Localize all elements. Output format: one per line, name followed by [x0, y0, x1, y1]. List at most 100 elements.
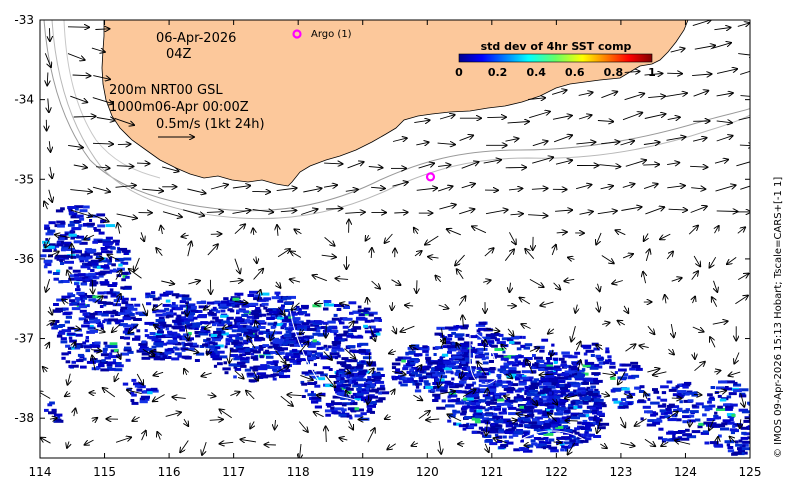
- sst-pixel: [687, 419, 696, 423]
- sst-pixel: [344, 379, 350, 383]
- sst-pixel: [679, 393, 685, 397]
- sst-pixel: [394, 370, 403, 374]
- sst-pixel: [109, 288, 114, 292]
- sst-pixel: [252, 350, 261, 354]
- sst-pixel: [405, 351, 414, 355]
- current-arrow: [344, 348, 356, 359]
- sst-pixel: [456, 352, 463, 356]
- bathymetry-200m: [43, 20, 750, 212]
- sst-pixel: [123, 348, 132, 352]
- current-arrow: [157, 432, 160, 440]
- sst-pixel: [127, 350, 134, 354]
- sst-pixel: [485, 356, 489, 360]
- sst-pixel: [495, 415, 504, 419]
- sst-pixel: [494, 348, 505, 351]
- sst-pixel: [549, 438, 555, 442]
- current-arrow: [277, 225, 278, 236]
- sst-pixel: [506, 390, 514, 394]
- sst-pixel: [271, 296, 281, 300]
- current-arrow: [553, 398, 558, 405]
- sst-pixel: [78, 257, 88, 261]
- sst-pixel: [447, 395, 451, 399]
- sst-pixel: [114, 368, 123, 372]
- sst-pixel: [540, 399, 551, 403]
- sst-pixel: [492, 415, 500, 419]
- sst-pixel: [277, 316, 281, 320]
- current-arrow: [501, 345, 506, 350]
- sst-pixel: [459, 363, 469, 367]
- sst-pixel: [502, 408, 507, 412]
- current-arrow: [484, 340, 485, 351]
- sst-pixel: [256, 372, 267, 376]
- sst-pixel: [146, 347, 152, 351]
- sst-pixel: [443, 361, 452, 364]
- sst-pixel: [296, 320, 302, 324]
- current-arrow: [301, 209, 317, 215]
- sst-pixel: [138, 343, 148, 346]
- sst-pixel: [453, 422, 457, 426]
- sst-pixel: [186, 323, 193, 327]
- sst-pixel: [236, 322, 241, 326]
- sst-pixel: [225, 342, 231, 346]
- sst-pixel: [61, 356, 66, 360]
- sst-pixel: [490, 398, 499, 402]
- sst-pixel: [266, 312, 272, 316]
- sst-pixel: [413, 353, 423, 357]
- sst-pixel: [93, 227, 97, 230]
- current-arrow: [602, 323, 609, 325]
- sst-pixel: [584, 361, 595, 365]
- sst-contour: [519, 430, 586, 441]
- sst-pixel: [484, 400, 491, 404]
- current-arrow: [693, 394, 702, 395]
- current-arrow: [344, 371, 350, 373]
- sst-pixel: [53, 248, 57, 252]
- sst-pixel: [635, 367, 643, 371]
- sst-pixel: [195, 352, 205, 356]
- sst-pixel: [231, 302, 240, 306]
- current-arrow: [115, 185, 136, 187]
- sst-pixel: [121, 271, 129, 275]
- sst-pixel: [226, 302, 232, 306]
- sst-pixel: [658, 436, 662, 440]
- sst-pixel: [78, 305, 87, 309]
- sst-pixel: [358, 313, 365, 317]
- sst-pixel: [489, 442, 498, 446]
- sst-pixel: [418, 379, 424, 383]
- sst-pixel: [296, 361, 301, 365]
- current-arrow: [92, 418, 97, 422]
- sst-pixel: [407, 370, 411, 374]
- sst-pixel: [125, 309, 132, 313]
- sst-pixel: [89, 262, 93, 266]
- sst-pixel: [449, 385, 459, 389]
- sst-pixel: [291, 318, 296, 322]
- x-tick-label: 125: [739, 465, 762, 479]
- sst-pixel: [346, 334, 354, 338]
- sst-pixel: [589, 406, 596, 410]
- sst-pixel: [545, 357, 552, 360]
- sst-pixel: [440, 375, 448, 379]
- sst-pixel: [523, 357, 533, 360]
- sst-pixel: [221, 300, 230, 304]
- sst-pixel: [496, 341, 506, 345]
- y-tick-label: -38: [14, 411, 34, 425]
- sst-pixel: [515, 429, 523, 432]
- sst-pixel: [92, 240, 98, 244]
- sst-pixel: [130, 399, 135, 402]
- current-arrow: [531, 188, 548, 189]
- sst-pixel: [360, 312, 370, 316]
- sst-pixel: [357, 408, 364, 412]
- sst-pixel: [178, 322, 182, 326]
- sst-pixel: [506, 387, 516, 391]
- sst-pixel: [209, 309, 213, 313]
- sst-pixel: [486, 413, 493, 417]
- sst-pixel: [285, 353, 294, 357]
- sst-pixel: [469, 394, 478, 398]
- sst-pixel: [335, 333, 342, 337]
- current-arrow: [578, 92, 593, 95]
- sst-pixel: [287, 313, 292, 317]
- sst-pixel: [542, 382, 552, 386]
- sst-pixel: [257, 298, 267, 302]
- sst-pixel: [672, 437, 679, 441]
- sst-pixel: [481, 380, 486, 384]
- sst-pixel: [567, 406, 577, 410]
